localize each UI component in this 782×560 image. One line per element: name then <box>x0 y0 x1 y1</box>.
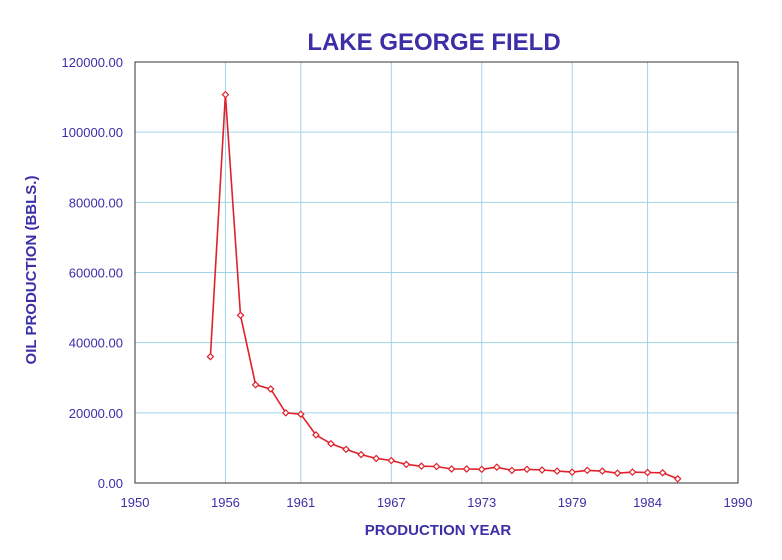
x-tick-label: 1956 <box>211 495 240 510</box>
data-point <box>628 468 637 476</box>
gridlines <box>135 62 738 483</box>
x-tick-label: 1967 <box>377 495 406 510</box>
data-point <box>417 462 426 471</box>
data-point <box>402 460 411 469</box>
data-point <box>342 445 350 454</box>
data-point <box>673 474 682 483</box>
x-tick-label: 1950 <box>121 495 150 510</box>
data-point <box>538 466 546 474</box>
series-production <box>206 90 682 483</box>
data-point <box>221 90 230 99</box>
data-point <box>643 468 652 477</box>
y-tick-label: 20000.00 <box>69 406 123 421</box>
data-point <box>508 466 516 475</box>
data-point <box>206 352 215 361</box>
y-tick-label: 60000.00 <box>69 266 123 281</box>
data-point <box>462 465 471 473</box>
data-point <box>598 467 607 475</box>
data-point <box>613 469 622 478</box>
data-point <box>281 408 290 417</box>
x-tick-label: 1979 <box>558 495 587 510</box>
data-point <box>251 380 260 389</box>
data-point <box>327 439 335 448</box>
data-point <box>387 456 396 465</box>
data-point <box>236 311 245 320</box>
data-point <box>523 465 531 474</box>
data-point <box>553 467 561 475</box>
data-point <box>266 385 275 393</box>
data-point <box>477 465 486 474</box>
x-tick-labels: 1950 1956 1961 1967 1973 1979 1984 1990 <box>121 495 753 510</box>
y-tick-label: 40000.00 <box>69 336 123 351</box>
axes <box>134 61 739 484</box>
data-point <box>296 410 305 419</box>
data-point <box>357 450 365 459</box>
x-axis-label: PRODUCTION YEAR <box>365 522 512 539</box>
y-tick-label: 0.00 <box>98 476 123 491</box>
y-tick-label: 80000.00 <box>69 195 123 210</box>
y-axis-label: OIL PRODUCTION (BBLS.) <box>23 176 40 365</box>
data-point <box>658 468 667 477</box>
chart-title: LAKE GEORGE FIELD <box>307 29 560 56</box>
x-tick-label: 1990 <box>724 495 753 510</box>
x-tick-label: 1961 <box>286 495 315 510</box>
data-point <box>568 468 577 476</box>
data-point <box>312 431 320 439</box>
x-tick-label: 1984 <box>633 495 662 510</box>
x-tick-label: 1973 <box>467 495 496 510</box>
y-tick-label: 120000.00 <box>62 55 123 70</box>
data-point <box>432 462 441 471</box>
data-point <box>583 466 592 475</box>
data-point <box>447 465 456 473</box>
y-tick-labels: 0.00 20000.00 40000.00 60000.00 80000.00 1000… <box>62 55 123 491</box>
data-point <box>372 454 381 463</box>
y-tick-label: 100000.00 <box>62 125 123 140</box>
data-point <box>492 463 501 472</box>
plot-frame <box>134 61 739 484</box>
